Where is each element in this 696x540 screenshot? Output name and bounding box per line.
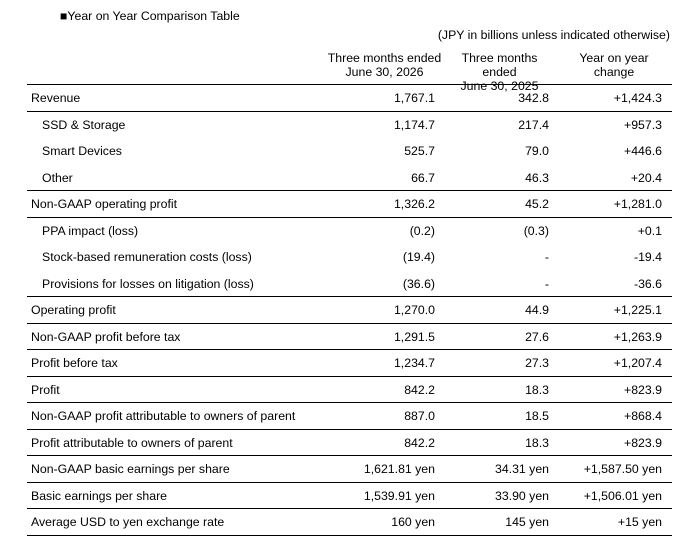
value-change: +1,587.50 yen	[583, 462, 662, 476]
column-header-line: Year on year	[579, 51, 649, 65]
value-prior: 27.3	[525, 356, 549, 370]
table-row: Profit before tax 1,234.7 27.3 +1,207.4	[27, 350, 672, 377]
value-change: +957.3	[624, 117, 662, 132]
table-row: PPA impact (loss) (0.2) (0.3) +0.1	[27, 218, 672, 245]
table-row: Average USD to yen exchange rate 160 yen…	[27, 509, 672, 536]
row-label: Non-GAAP profit before tax	[31, 329, 181, 344]
table-row: Smart Devices 525.7 79.0 +446.6	[27, 138, 672, 165]
value-prior: -	[544, 276, 549, 291]
value-current: 1,174.7	[393, 117, 435, 132]
row-label: Average USD to yen exchange rate	[31, 515, 225, 529]
value-change: +0.1	[637, 223, 662, 238]
row-label: Provisions for losses on litigation (los…	[42, 276, 254, 291]
column-header-current: Three months ended June 30, 2026	[326, 51, 443, 79]
table-row: Non-GAAP profit attributable to owners o…	[27, 403, 672, 430]
column-header-line: June 30, 2026	[345, 65, 424, 79]
value-prior: 18.5	[525, 409, 549, 423]
table-row: SSD & Storage 1,174.7 217.4 +957.3	[27, 112, 672, 139]
value-change: -19.4	[633, 250, 662, 264]
value-current: 525.7	[404, 144, 435, 158]
table-row: Basic earnings per share 1,539.91 yen 33…	[27, 483, 672, 509]
value-current: (19.4)	[402, 250, 435, 264]
table-row: Provisions for losses on litigation (los…	[27, 271, 672, 297]
table-row: Operating profit 1,270.0 44.9 +1,225.1	[27, 297, 672, 324]
value-change: +823.9	[624, 435, 662, 450]
header-rule	[27, 84, 672, 85]
value-prior: 34.31 yen	[494, 462, 549, 476]
row-label: Operating profit	[31, 303, 116, 317]
column-header-prior: Three months ended June 30, 2025	[443, 51, 556, 93]
value-prior: 18.3	[525, 382, 549, 397]
value-prior: 33.90 yen	[494, 488, 549, 503]
table-title: ■Year on Year Comparison Table	[60, 9, 240, 23]
row-label: PPA impact (loss)	[42, 223, 139, 238]
value-current: (36.6)	[402, 276, 435, 291]
table-row: Non-GAAP operating profit 1,326.2 45.2 +…	[27, 191, 672, 218]
value-prior: 44.9	[525, 303, 549, 317]
value-current: 66.7	[411, 170, 435, 185]
row-label: Stock-based remuneration costs (loss)	[42, 250, 252, 264]
value-change: +1,281.0	[613, 197, 662, 211]
value-current: 842.2	[404, 435, 435, 450]
value-change: +823.9	[624, 382, 662, 397]
table-bottom-rule	[27, 535, 672, 536]
table-row: Stock-based remuneration costs (loss) (1…	[27, 244, 672, 271]
column-header-line: change	[593, 65, 635, 79]
value-prior: 79.0	[525, 144, 549, 158]
value-prior: 45.2	[525, 197, 549, 211]
table-row: Other 66.7 46.3 +20.4	[27, 165, 672, 191]
value-current: 887.0	[404, 409, 435, 423]
value-current: 1,291.5	[393, 329, 435, 344]
value-prior: 342.8	[518, 91, 549, 105]
table-row: Non-GAAP profit before tax 1,291.5 27.6 …	[27, 324, 672, 350]
value-change: +1,506.01 yen	[583, 488, 662, 503]
value-current: 1,234.7	[393, 356, 435, 370]
value-change: +15 yen	[617, 515, 662, 529]
row-label: Profit before tax	[31, 356, 118, 370]
column-header-change: Year on year change	[566, 51, 662, 79]
row-label: Profit attributable to owners of parent	[31, 435, 233, 450]
value-change: -36.6	[633, 276, 662, 291]
value-prior: 145 yen	[505, 515, 549, 529]
value-current: 1,270.0	[393, 303, 435, 317]
column-header-line: Three months ended	[461, 51, 538, 79]
table-row: Profit 842.2 18.3 +823.9	[27, 377, 672, 403]
value-change: +1,225.1	[613, 303, 662, 317]
value-prior: -	[544, 250, 549, 264]
value-current: 160 yen	[391, 515, 435, 529]
value-current: 1,621.81 yen	[363, 462, 435, 476]
value-change: +1,207.4	[613, 356, 662, 370]
row-label: Other	[42, 170, 73, 185]
value-change: +1,424.3	[613, 91, 662, 105]
value-change: +868.4	[624, 409, 662, 423]
value-current: 1,326.2	[393, 197, 435, 211]
value-current: 842.2	[404, 382, 435, 397]
table-row: Profit attributable to owners of parent …	[27, 430, 672, 456]
value-prior: 46.3	[525, 170, 549, 185]
value-change: +446.6	[624, 144, 662, 158]
row-label: Non-GAAP profit attributable to owners o…	[31, 409, 296, 423]
value-change: +20.4	[630, 170, 662, 185]
row-label: Non-GAAP basic earnings per share	[31, 462, 230, 476]
row-label: Basic earnings per share	[31, 488, 168, 503]
value-prior: 18.3	[525, 435, 549, 450]
table-row: Revenue 1,767.1 342.8 +1,424.3	[27, 85, 672, 112]
value-current: (0.2)	[409, 223, 435, 238]
value-current: 1,539.91 yen	[363, 488, 435, 503]
value-current: 1,767.1	[393, 91, 435, 105]
value-prior: (0.3)	[523, 223, 549, 238]
unit-note: (JPY in billions unless indicated otherw…	[437, 28, 670, 42]
table-row: Non-GAAP basic earnings per share 1,621.…	[27, 456, 672, 483]
row-label: Smart Devices	[42, 144, 122, 158]
row-label: SSD & Storage	[42, 117, 126, 132]
value-prior: 27.6	[525, 329, 549, 344]
column-header-line: June 30, 2025	[460, 79, 539, 93]
row-label: Revenue	[31, 91, 81, 105]
value-prior: 217.4	[518, 117, 549, 132]
row-label: Non-GAAP operating profit	[31, 197, 178, 211]
column-header-line: Three months ended	[327, 51, 442, 65]
value-change: +1,263.9	[613, 329, 662, 344]
comparison-table: Revenue 1,767.1 342.8 +1,424.3 SSD & Sto…	[27, 85, 672, 536]
row-label: Profit	[31, 382, 60, 397]
